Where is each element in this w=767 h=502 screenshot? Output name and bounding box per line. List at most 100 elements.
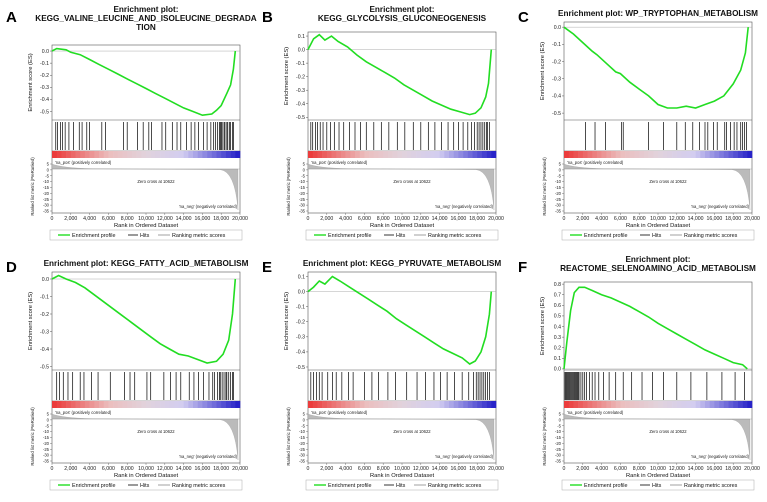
rank-color-bar-segment	[458, 151, 464, 158]
rank-color-bar-segment	[439, 401, 445, 408]
pos-label: 'na_pos' (positively correlated)	[567, 160, 624, 165]
panel-letter: C	[518, 9, 529, 26]
rank-color-bar-segment	[486, 401, 492, 408]
rank-color-bar-segment	[653, 401, 659, 408]
rank-color-bar-segment	[122, 401, 128, 408]
rank-color-bar-segment	[444, 151, 450, 158]
rank-color-bar-segment	[136, 401, 142, 408]
rank-color-bar-segment	[723, 151, 729, 158]
x-tick-label: 12,000	[157, 216, 173, 222]
rank-color-bar-segment	[714, 151, 720, 158]
rank-color-bar-segment	[308, 401, 313, 408]
rank-color-bar-segment	[178, 401, 184, 408]
metric-tick-label: -35	[299, 459, 306, 464]
rank-color-bar-segment	[420, 401, 426, 408]
rank-color-bar-segment	[629, 151, 635, 158]
y-tick-label: -0.2	[552, 59, 561, 65]
ranking-metric-area	[307, 163, 495, 211]
metric-tick-label: -35	[43, 209, 50, 214]
neg-label: 'na_neg' (negatively correlated)	[691, 204, 750, 209]
x-tick-label: 2,000	[576, 216, 589, 222]
y-tick-label: -0.5	[296, 115, 305, 121]
rank-color-bar-segment	[340, 401, 346, 408]
metric-tick-label: -30	[299, 203, 306, 208]
rank-color-bar-segment	[676, 151, 682, 158]
rank-color-bar-segment	[141, 151, 147, 158]
x-tick-label: 6,000	[102, 216, 115, 222]
x-tick-label: 20,000	[744, 466, 760, 472]
metric-tick-label: 5	[303, 162, 306, 167]
rank-color-bar-segment	[463, 401, 469, 408]
x-tick-label: 18,000	[725, 216, 741, 222]
legend-box	[305, 479, 499, 491]
legend-box	[49, 229, 243, 241]
rank-color-bar-segment	[392, 401, 398, 408]
panel-letter: D	[6, 259, 17, 276]
legend-ranking-metric: Ranking metric scores	[172, 233, 226, 239]
rank-color-bar-segment	[84, 401, 90, 408]
x-tick-label: 4,000	[83, 466, 96, 472]
rank-color-bar-segment	[336, 401, 342, 408]
legend-ranking-metric: Ranking metric scores	[172, 483, 226, 489]
rank-color-bar-segment	[117, 401, 123, 408]
legend-box	[561, 479, 755, 491]
legend-enrichment-profile: Enrichment profile	[328, 483, 371, 489]
x-tick-label: 8,000	[121, 216, 134, 222]
rank-color-bar-segment	[596, 401, 602, 408]
rank-color-bar-segment	[369, 401, 375, 408]
rank-color-bar-segment	[66, 151, 72, 158]
y-tick-label: -0.2	[40, 312, 49, 318]
metric-tick-label: 0	[559, 417, 562, 422]
rank-color-bar-segment	[221, 151, 227, 158]
x-axis-label: Rank in Ordered Dataset	[114, 473, 179, 479]
y-tick-label: -0.4	[296, 102, 305, 108]
pos-label: 'na_pos' (positively correlated)	[55, 160, 112, 165]
rank-color-bar-segment	[573, 401, 579, 408]
rank-color-bar-segment	[690, 401, 696, 408]
neg-label: 'na_neg' (negatively correlated)	[179, 204, 238, 209]
y-tick-label: 0.5	[554, 314, 561, 320]
rank-color-bar-segment	[719, 151, 725, 158]
rank-color-bar-segment	[491, 401, 497, 408]
rank-color-bar-segment	[378, 401, 384, 408]
rank-color-bar-segment	[709, 401, 715, 408]
rank-color-bar-segment	[742, 401, 748, 408]
rank-color-bar-segment	[52, 401, 57, 408]
legend-hits: Hits	[140, 233, 150, 239]
x-tick-label: 8,000	[377, 466, 390, 472]
rank-color-bar-segment	[634, 401, 640, 408]
rank-color-bar-segment	[136, 151, 142, 158]
pos-label: 'na_pos' (positively correlated)	[567, 410, 624, 415]
y-tick-label: -0.4	[296, 350, 305, 356]
rank-color-bar-segment	[601, 151, 607, 158]
metric-tick-label: -10	[299, 179, 306, 184]
rank-color-bar-segment	[639, 151, 645, 158]
x-tick-label: 12,000	[669, 216, 685, 222]
rank-color-bar-segment	[117, 151, 123, 158]
rank-color-bar-segment	[52, 151, 57, 158]
metric-tick-label: -25	[43, 197, 50, 202]
metric-tick-label: -5	[557, 173, 561, 178]
metric-tick-label: -20	[43, 191, 50, 196]
rank-color-bar-segment	[364, 401, 370, 408]
rank-color-bar-segment	[383, 151, 389, 158]
rank-color-bar-segment	[578, 401, 584, 408]
rank-color-bar-segment	[322, 401, 328, 408]
rank-color-bar-segment	[411, 401, 417, 408]
enrichment-profile-line	[51, 274, 237, 364]
rank-color-bar-segment	[568, 151, 574, 158]
x-tick-label: 18,000	[213, 216, 229, 222]
neg-label: 'na_neg' (negatively correlated)	[435, 204, 494, 209]
rank-color-bar-segment	[737, 401, 743, 408]
x-tick-label: 0	[51, 466, 54, 472]
y-tick-label: -0.1	[40, 294, 49, 300]
panel-c: C Enrichment plot: WP_TRYPTOPHAN_METABOLI…	[518, 9, 760, 241]
metric-tick-label: 5	[559, 412, 562, 417]
metric-tick-label: -15	[299, 435, 306, 440]
chart-title: KEGG_VALINE_LEUCINE_AND_ISOLEUCINE_DEGRA…	[35, 14, 256, 23]
rank-color-bar-segment	[420, 151, 426, 158]
rank-color-bar-segment	[211, 151, 217, 158]
rank-color-bar-segment	[444, 401, 450, 408]
rank-color-bar-segment	[56, 401, 62, 408]
rank-color-bar-segment	[169, 151, 175, 158]
